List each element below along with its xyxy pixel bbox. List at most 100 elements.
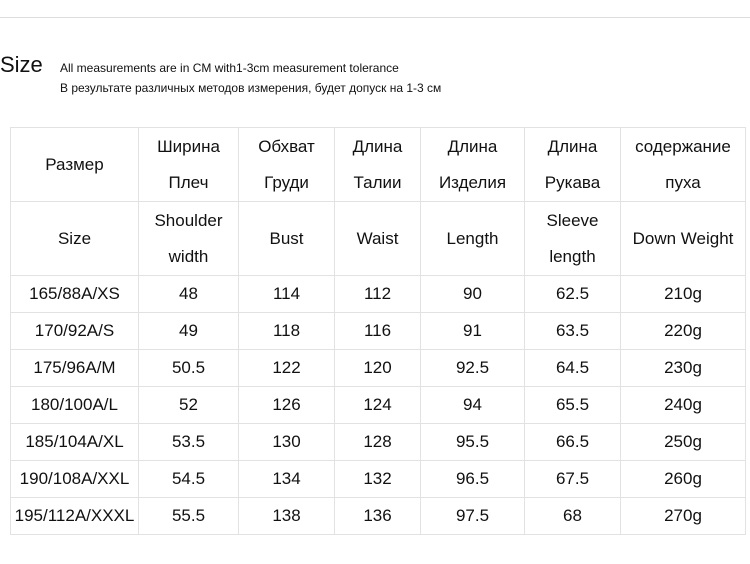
cell: 118 [238,312,335,350]
header-line: Sleeve [546,210,599,230]
cell: 210g [620,275,746,313]
cell: 132 [334,460,421,498]
header-line: Ширина [157,136,220,156]
header-line: Изделия [438,172,507,192]
cell: 138 [238,497,335,535]
header-line: Плеч [168,172,209,192]
cell: 95.5 [420,423,525,461]
cell: 63.5 [524,312,621,350]
cell: 250g [620,423,746,461]
cell: 90 [420,275,525,313]
header-line: Waist [356,228,399,248]
cell: 66.5 [524,423,621,461]
divider [0,17,750,18]
header-line: пуха [665,172,701,192]
header-line: Обхват [258,136,315,156]
header-cell: Обхват Груди [238,127,335,202]
header-line: Shoulder [154,210,223,230]
header-cell: Sleeve length [524,201,621,276]
cell: 53.5 [138,423,239,461]
header-cell: содержание пуха [620,127,746,202]
header-line: Длина [447,136,498,156]
header-line: содержание [635,136,731,156]
header-line: width [168,246,209,266]
cell: 270g [620,497,746,535]
header-line: Талии [353,172,402,192]
cell: 64.5 [524,349,621,387]
header-cell: Shoulder width [138,201,239,276]
size-table: Размер Ширина Плеч Обхват Груди Длина Талии Дли… [10,127,746,535]
title: Size [0,52,43,77]
header-line: Size [57,228,92,248]
header-cell: Длина Рукава [524,127,621,202]
header-line: Груди [264,172,309,192]
header-line: Длина [547,136,598,156]
header-cell: Длина Талии [334,127,421,202]
data-row: 185/104A/XL 53.5 130 128 95.5 66.5 250g [10,423,746,461]
header-row: Size Shoulder width Bust Waist Length Sleeve le… [10,201,746,276]
header-line: Размер [45,154,104,174]
cell: 92.5 [420,349,525,387]
cell: 170/92A/S [10,312,139,350]
data-row: 175/96A/M 50.5 122 120 92.5 64.5 230g [10,349,746,387]
cell: 130 [238,423,335,461]
cell: 190/108A/XXL [10,460,139,498]
header-cell: Waist [334,201,421,276]
header-line: length [549,246,596,266]
cell: 68 [524,497,621,535]
cell: 180/100A/L [10,386,139,424]
cell: 54.5 [138,460,239,498]
cell: 55.5 [138,497,239,535]
data-row: 190/108A/XXL 54.5 134 132 96.5 67.5 260g [10,460,746,498]
header-cell: Size [10,201,139,276]
cell: 97.5 [420,497,525,535]
cell: 120 [334,349,421,387]
cell: 124 [334,386,421,424]
header-line: Down Weight [632,228,734,248]
cell: 195/112A/XXXL [10,497,139,535]
header-cell: Bust [238,201,335,276]
cell: 67.5 [524,460,621,498]
header-line: Длина [352,136,403,156]
note: В результате различных методов измерения… [60,81,442,95]
note: All measurements are in CM with1-3cm mea… [60,61,399,75]
cell: 220g [620,312,746,350]
data-row: 195/112A/XXXL 55.5 138 136 97.5 68 270g [10,497,746,535]
header-cell: Длина Изделия [420,127,525,202]
cell: 96.5 [420,460,525,498]
cell: 52 [138,386,239,424]
cell: 114 [238,275,335,313]
header-line: Length [446,228,499,248]
cell: 116 [334,312,421,350]
cell: 50.5 [138,349,239,387]
cell: 112 [334,275,421,313]
cell: 185/104A/XL [10,423,139,461]
header-cell: Размер [10,127,139,202]
cell: 49 [138,312,239,350]
header-cell: Ширина Плеч [138,127,239,202]
cell: 260g [620,460,746,498]
data-row: 165/88A/XS 48 114 112 90 62.5 210g [10,275,746,313]
cell: 230g [620,349,746,387]
cell: 126 [238,386,335,424]
cell: 62.5 [524,275,621,313]
cell: 91 [420,312,525,350]
cell: 134 [238,460,335,498]
cell: 128 [334,423,421,461]
cell: 136 [334,497,421,535]
header-line: Bust [269,228,304,248]
header-row: Размер Ширина Плеч Обхват Груди Длина Талии Дли… [10,127,746,202]
cell: 48 [138,275,239,313]
header-cell: Length [420,201,525,276]
data-row: 180/100A/L 52 126 124 94 65.5 240g [10,386,746,424]
header-line: Рукава [544,172,601,192]
cell: 175/96A/M [10,349,139,387]
data-row: 170/92A/S 49 118 116 91 63.5 220g [10,312,746,350]
cell: 94 [420,386,525,424]
cell: 65.5 [524,386,621,424]
cell: 240g [620,386,746,424]
cell: 165/88A/XS [10,275,139,313]
header-cell: Down Weight [620,201,746,276]
cell: 122 [238,349,335,387]
